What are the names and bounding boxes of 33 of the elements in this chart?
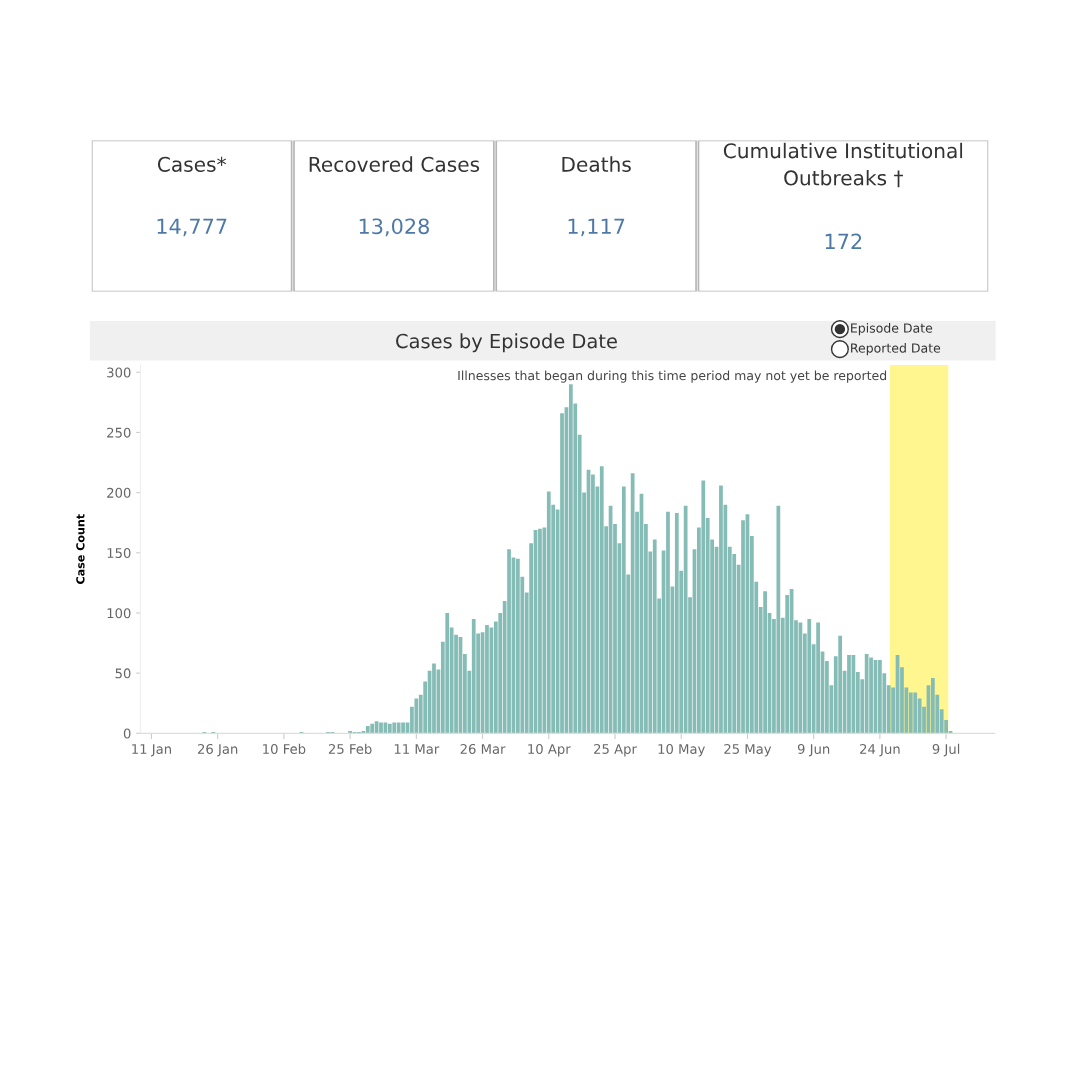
data-label: 1,117 <box>568 218 625 237</box>
x-tick-label: 26 Mar <box>460 743 506 754</box>
x-tick-label: 9 Jun <box>797 743 830 757</box>
category-label: Recovered Cases <box>309 156 480 172</box>
category-label: Cases* <box>157 156 227 172</box>
data-label: 172 <box>825 233 862 249</box>
data-label: 14,777 <box>157 218 227 237</box>
x-tick-label: 25 Feb <box>328 743 372 754</box>
y-tick-label: 150 <box>107 548 131 558</box>
category-label: Cumulative Institutional Outbreaks † <box>723 142 963 188</box>
x-tick-label: 9 Jul <box>932 743 960 757</box>
x-tick-label: 25 Apr <box>594 743 637 757</box>
y-tick-label: 100 <box>107 608 131 619</box>
x-tick-label: 10 Feb <box>263 743 306 754</box>
category-label: Deaths <box>562 156 631 172</box>
y-axis-title: Case Count <box>76 514 85 584</box>
y-tick-label: 0 <box>123 728 131 739</box>
y-tick-label: 250 <box>107 427 131 438</box>
y-tick-label: 300 <box>107 367 131 378</box>
x-tick-label: 25 May <box>724 743 772 757</box>
x-tick-label: 11 Jan <box>132 744 171 757</box>
y-tick-label: 50 <box>115 668 131 679</box>
text: Episode Date <box>851 323 933 336</box>
chart-title: Cases by Episode Date <box>396 333 617 353</box>
data-label: 13,028 <box>359 218 429 237</box>
x-tick-label: 10 Apr <box>528 743 571 757</box>
text: Reported Date <box>851 343 941 356</box>
x-tick-label: 11 Mar <box>394 744 440 754</box>
x-tick-label: 10 May <box>658 743 705 757</box>
x-tick-label: 24 Jun <box>860 743 900 757</box>
y-tick-label: 200 <box>107 487 131 498</box>
x-tick-label: 26 Jan <box>197 743 238 757</box>
band-label: Illnesses that began during this time period may not yet be reported <box>458 370 887 383</box>
